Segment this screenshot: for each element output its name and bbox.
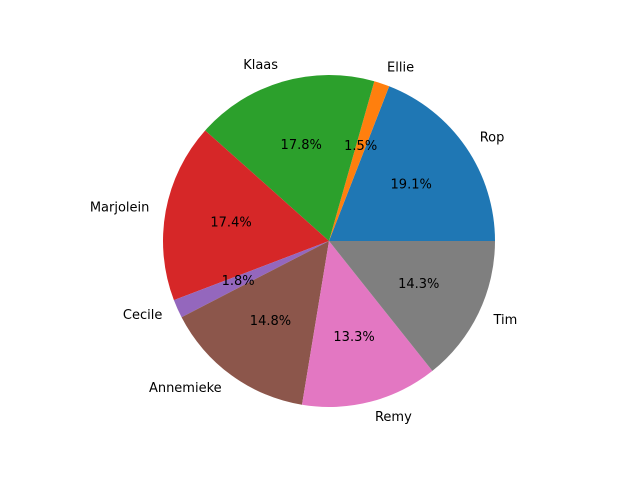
category-label-ellie: Ellie	[387, 60, 414, 75]
pie-slice-klaas	[205, 74, 375, 241]
category-label-rop: Rop	[480, 130, 505, 145]
category-label-cecile: Cecile	[123, 308, 162, 323]
percent-label-tim: 14.3%	[398, 277, 439, 292]
pie-slice-rop	[329, 86, 495, 241]
pie-slice-ellie	[329, 81, 390, 241]
category-labels: Rop Ellie Klaas Marjolein Cecile Annemieke Rem…	[90, 58, 517, 425]
percent-label-marjolein: 17.4%	[210, 215, 251, 230]
pie-slices	[162, 74, 495, 408]
category-label-marjolein: Marjolein	[90, 200, 150, 215]
category-label-tim: Tim	[492, 313, 517, 328]
pie-slice-cecile	[173, 241, 329, 318]
pie-slice-remy	[302, 241, 433, 408]
percent-label-cecile: 1.8%	[222, 274, 255, 289]
percent-label-rop: 19.1%	[391, 177, 432, 192]
percent-label-ellie: 1.5%	[344, 139, 377, 154]
category-label-annemieke: Annemieke	[149, 381, 222, 396]
pie-slice-tim	[329, 241, 495, 371]
category-label-klaas: Klaas	[243, 58, 278, 73]
pie-slice-marjolein	[162, 130, 329, 301]
percent-label-klaas: 17.8%	[281, 138, 322, 153]
percent-label-remy: 13.3%	[333, 330, 374, 345]
category-label-remy: Remy	[375, 410, 412, 425]
percent-label-annemieke: 14.8%	[250, 314, 291, 329]
percent-labels: 19.1% 1.5% 17.8% 17.4% 1.8% 14.8% 13.3% 14.3%	[210, 138, 439, 345]
pie-slice-annemieke	[181, 241, 329, 405]
